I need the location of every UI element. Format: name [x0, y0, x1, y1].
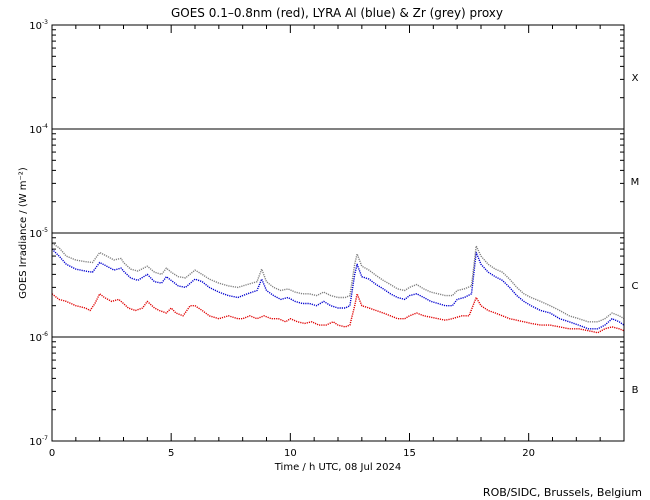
y-axis: 10-7 10-6 10-5 10-4 10-3 — [29, 19, 624, 448]
y-tick-label: 10-4 — [29, 123, 48, 136]
flare-class-lines — [52, 128, 624, 338]
y-tick-label: 10-6 — [29, 331, 48, 344]
x-tick-label: 10 — [284, 448, 297, 459]
x-tick-label: 0 — [49, 448, 55, 459]
x-tick-label: 15 — [403, 448, 416, 459]
flare-class-label: X — [632, 73, 639, 84]
x-tick-label: 20 — [522, 448, 535, 459]
y-axis-label: GOES Irradiance / (W m⁻²) — [18, 167, 29, 299]
x-tick-label: 5 — [168, 448, 174, 459]
chart-title: GOES 0.1–0.8nm (red), LYRA Al (blue) & Z… — [171, 6, 503, 20]
flare-class-label: M — [631, 177, 640, 188]
series-line — [51, 248, 625, 330]
y-tick-label: 10-5 — [29, 227, 48, 240]
credit-text: ROB/SIDC, Brussels, Belgium — [483, 486, 642, 499]
y-tick-label: 10-3 — [29, 19, 48, 32]
x-axis: 0 5 10 15 20 — [49, 25, 625, 459]
series-layer — [51, 242, 625, 334]
flare-class-labels: X M C B — [631, 73, 640, 396]
flare-class-label: C — [632, 281, 639, 292]
x-axis-label: Time / h UTC, 08 Jul 2024 — [274, 462, 402, 473]
y-tick-label: 10-7 — [29, 435, 48, 448]
series-line — [51, 242, 625, 323]
series-line — [51, 293, 625, 334]
flare-class-label: B — [632, 385, 639, 396]
